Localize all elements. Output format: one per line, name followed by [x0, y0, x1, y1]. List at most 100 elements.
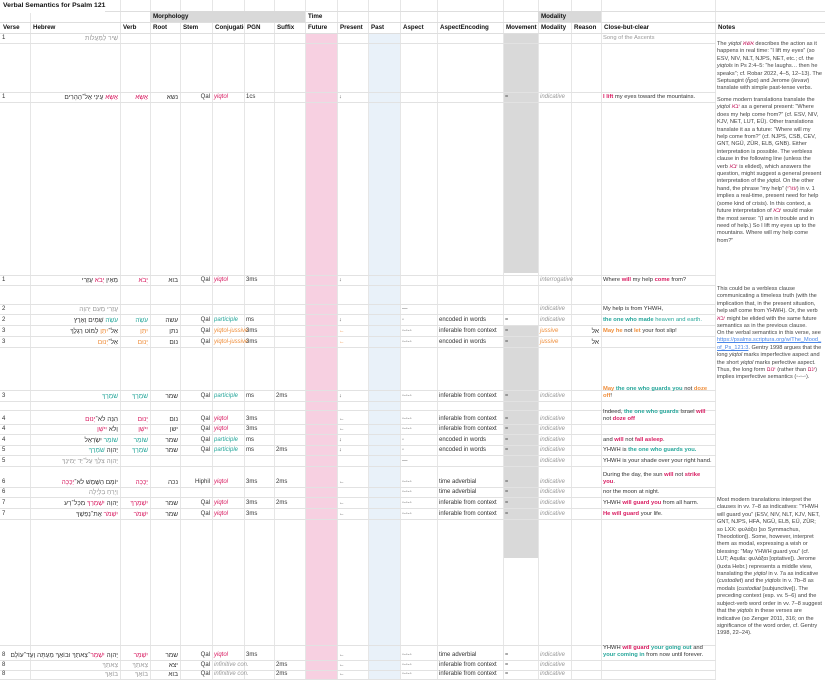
- cell-verse[interactable]: 7: [2, 511, 6, 517]
- cell-mov[interactable]: =: [503, 671, 538, 678]
- cell-verse[interactable]: 8: [2, 671, 6, 677]
- cell-close[interactable]: May the one who guards you not doze off!: [601, 386, 715, 400]
- cell-hebrew[interactable]: וְלֹא יִישָׁן: [30, 426, 120, 433]
- column-header-close[interactable]: Close-but-clear: [604, 24, 650, 31]
- cell-verse[interactable]: 4: [2, 426, 6, 432]
- column-header-pgn[interactable]: PGN: [247, 24, 261, 31]
- cell-verb[interactable]: שֹׁמְרֶךָ: [120, 447, 150, 454]
- cell-enc[interactable]: inferable from context: [439, 662, 497, 668]
- cell-verb[interactable]: יִשְׁמָר: [120, 652, 150, 659]
- column-header-notes[interactable]: Notes: [718, 24, 736, 31]
- cell-close[interactable]: and will not fall asleep.: [601, 437, 715, 444]
- cell-enc[interactable]: inferable from context: [439, 671, 497, 677]
- cell-conj[interactable]: yiqtol: [212, 277, 244, 284]
- column-header-conj[interactable]: Conjugation: [215, 24, 244, 31]
- cell-tmark[interactable]: ←: [337, 479, 368, 486]
- cell-aspect[interactable]: ◦: [400, 437, 437, 444]
- cell-hebrew[interactable]: עֶזְרִי מֵעִם יְהוָה: [30, 306, 120, 313]
- cell-modality[interactable]: indicative: [538, 652, 571, 659]
- cell-modality[interactable]: indicative: [538, 671, 571, 678]
- cell-stem[interactable]: Qal: [200, 447, 210, 453]
- cell-pgn[interactable]: 3ms: [246, 652, 258, 658]
- cell-verb[interactable]: יִשְׁמֹר: [120, 511, 150, 518]
- cell-close[interactable]: He will guard your life.: [601, 511, 715, 518]
- cell-aspect[interactable]: ◦-◦-◦: [400, 393, 437, 400]
- cell-verb[interactable]: יִישָׁן: [120, 426, 150, 433]
- group-header-morphology[interactable]: Morphology: [150, 11, 305, 22]
- cell-verse[interactable]: 2: [2, 317, 6, 323]
- cell-stem[interactable]: Qal: [200, 671, 210, 677]
- cell-verb[interactable]: צֵאתְךָ: [120, 662, 150, 669]
- cell-tmark[interactable]: ↓: [337, 447, 368, 454]
- sheet-title[interactable]: Verbal Semantics for Psalm 121: [0, 0, 106, 13]
- cell-enc[interactable]: inferable from context: [439, 511, 497, 517]
- cell-stem[interactable]: Qal: [200, 416, 210, 422]
- cell-conj[interactable]: infinitive con.: [212, 662, 249, 669]
- cell-mov[interactable]: =: [503, 662, 538, 669]
- cell-conj[interactable]: yiqtol-jussive: [212, 339, 248, 346]
- notes-cell[interactable]: Most modern translations interpret the c…: [717, 497, 822, 638]
- cell-stem[interactable]: Qal: [200, 94, 210, 100]
- cell-close[interactable]: YHWH will guard your going out and your …: [601, 645, 715, 659]
- cell-modality[interactable]: interrogative: [538, 277, 573, 284]
- cell-hebrew[interactable]: וְיָרֵחַ בַּלָּיְלָה: [30, 489, 120, 496]
- cell-conj[interactable]: yiqtol: [212, 511, 244, 518]
- column-header-modality[interactable]: Modality: [541, 24, 567, 31]
- cell-verb[interactable]: שׁוֹמֵר: [120, 437, 150, 444]
- column-header-hebrew[interactable]: Hebrew: [33, 24, 56, 31]
- cell-close[interactable]: YHWH will guard you from all harm.: [601, 500, 715, 507]
- cell-verse[interactable]: 8: [2, 662, 6, 668]
- cell-aspect[interactable]: ◦-◦-◦: [400, 511, 437, 518]
- cell-mov[interactable]: =: [503, 447, 538, 454]
- cell-hebrew[interactable]: יִשְׁמֹר אֶת־נַפְשֶׁךָ: [30, 511, 120, 518]
- cell-reason[interactable]: אל: [591, 339, 599, 346]
- column-header-suffix[interactable]: Suffix: [277, 24, 295, 31]
- cell-close[interactable]: I lift my eyes toward the mountains.: [601, 94, 715, 101]
- cell-verse[interactable]: 7: [2, 500, 6, 506]
- cell-mov[interactable]: =: [503, 437, 538, 444]
- cell-tmark[interactable]: ←: [337, 511, 368, 518]
- cell-mov[interactable]: =: [503, 426, 538, 433]
- column-header-present[interactable]: Present: [340, 24, 363, 31]
- cell-conj[interactable]: yiqtol: [212, 500, 244, 507]
- cell-aspect[interactable]: ◦: [400, 317, 437, 324]
- cell-verb[interactable]: שֹׁמְרֶךָ: [120, 393, 150, 400]
- column-header-reason[interactable]: Reason: [574, 24, 597, 31]
- cell-enc[interactable]: encoded in words: [439, 317, 487, 323]
- cell-verb[interactable]: עֹשֵׂה: [120, 317, 150, 324]
- cell-root[interactable]: שמר: [165, 500, 178, 507]
- cell-tmark[interactable]: ←: [337, 671, 368, 678]
- cell-root[interactable]: נום: [169, 416, 178, 423]
- cell-enc[interactable]: time adverbial: [439, 489, 477, 495]
- cell-root[interactable]: עשה: [165, 317, 178, 324]
- cell-enc[interactable]: time adverbial: [439, 652, 477, 658]
- cell-hebrew[interactable]: מֵאַיִן יָבֹא עֶזְרִי: [30, 277, 120, 284]
- cell-verb[interactable]: אֶשָּׂא: [120, 94, 150, 101]
- cell-enc[interactable]: inferable from context: [439, 416, 497, 422]
- column-header-stem[interactable]: Stem: [183, 24, 199, 31]
- cell-mov[interactable]: =: [503, 511, 538, 518]
- cell-verse[interactable]: 3: [2, 339, 6, 345]
- cell-close[interactable]: Where will my help come from?: [601, 277, 715, 284]
- column-header-enc[interactable]: AspectEncoding: [440, 24, 489, 31]
- cell-conj[interactable]: participle: [212, 437, 244, 444]
- cell-mov[interactable]: =: [503, 339, 538, 346]
- cell-aspect[interactable]: ◦-◦-◦: [400, 426, 437, 433]
- cell-verb[interactable]: יָנוּם: [120, 416, 150, 423]
- cell-verse[interactable]: 6: [2, 489, 6, 495]
- cell-aspect[interactable]: ◦-◦-◦: [400, 479, 437, 486]
- cell-stem[interactable]: Qal: [200, 426, 210, 432]
- cell-tmark[interactable]: ←: [337, 339, 368, 346]
- cell-hebrew[interactable]: יְהוָה שֹׁמְרֶךָ: [30, 447, 120, 454]
- cell-mov[interactable]: =: [503, 416, 538, 423]
- cell-conj[interactable]: yiqtol: [212, 479, 244, 486]
- cell-stem[interactable]: Qal: [200, 277, 210, 283]
- cell-verb[interactable]: יִשְׁמָרְךָ: [120, 500, 150, 507]
- cell-stem[interactable]: Hiphil: [194, 479, 210, 485]
- notes-cell[interactable]: The yiqtol אשא describes the action as i…: [717, 41, 822, 93]
- cell-suffix[interactable]: 2ms: [276, 500, 288, 506]
- notes-cell[interactable]: On the verbal semantics in this verse, s…: [717, 330, 822, 382]
- cell-hebrew[interactable]: שִׁיר לַמַּעֲלוֹת: [30, 35, 120, 42]
- cell-stem[interactable]: Qal: [200, 393, 210, 399]
- cell-modality[interactable]: indicative: [538, 393, 571, 400]
